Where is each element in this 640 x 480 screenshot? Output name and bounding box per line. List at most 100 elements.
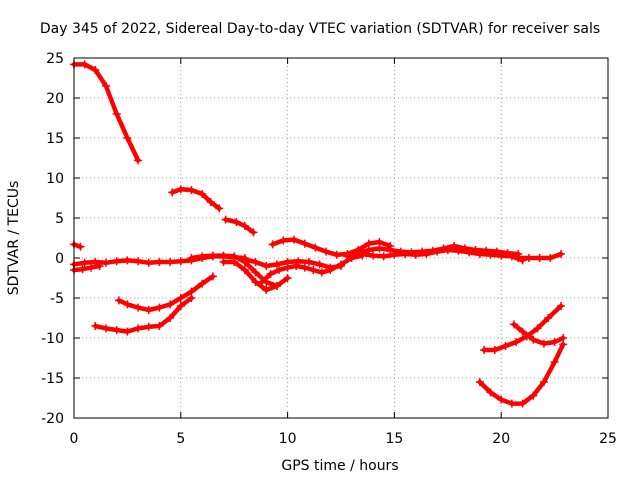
data-point <box>134 257 143 266</box>
data-point <box>524 254 533 262</box>
y-tick-label: 25 <box>46 51 64 67</box>
data-point <box>317 268 326 277</box>
x-tick-label: 0 <box>70 431 79 447</box>
data-point <box>240 255 249 264</box>
data-point <box>401 250 410 258</box>
data-point <box>268 240 277 249</box>
axis-ticks: 0 5 10 15 20 25 25 20 15 10 5 0 -5 -10 -15 -20 <box>41 51 617 447</box>
data-point <box>386 246 395 254</box>
data-point <box>221 215 230 224</box>
data-point <box>465 248 474 257</box>
data-point <box>390 250 399 259</box>
y-tick-label: 5 <box>55 211 64 227</box>
data-point <box>123 256 132 265</box>
data-point <box>144 306 153 314</box>
grid-lines <box>74 58 608 418</box>
data-point <box>219 258 228 266</box>
data-point <box>507 252 516 261</box>
data-point <box>112 257 121 266</box>
data-point <box>411 250 420 259</box>
data-point <box>123 300 132 309</box>
data-point <box>443 246 452 254</box>
data-point <box>240 222 249 230</box>
data-point <box>123 134 132 142</box>
data-point <box>134 324 143 333</box>
x-tick-label: 20 <box>492 431 510 447</box>
data-point <box>80 60 89 69</box>
y-tick-label: -5 <box>50 291 64 307</box>
data-point <box>187 254 196 262</box>
data-point <box>187 294 196 302</box>
data-point <box>300 239 309 248</box>
data-point <box>166 258 175 266</box>
data-point <box>102 82 111 90</box>
y-tick-label: -20 <box>41 411 64 427</box>
series-arc-1 <box>71 62 141 163</box>
data-point <box>518 399 527 408</box>
series-arc-3 <box>223 217 256 235</box>
y-tick-label: 0 <box>55 251 64 267</box>
data-point <box>510 320 519 329</box>
plot-frame <box>73 57 609 419</box>
data-point <box>134 303 143 312</box>
data-point <box>315 260 324 269</box>
data-point <box>155 258 164 266</box>
data-point <box>272 282 281 290</box>
data-point <box>155 303 164 312</box>
data-point <box>251 268 260 277</box>
series-arc-15 <box>116 274 216 313</box>
data-point <box>80 258 89 267</box>
data-point <box>102 258 111 267</box>
data-point <box>364 246 373 254</box>
data-point <box>557 302 566 310</box>
data-point <box>486 250 495 259</box>
data-point <box>78 265 87 274</box>
data-point <box>550 338 559 346</box>
data-point <box>507 399 516 408</box>
data-point <box>518 327 527 336</box>
data-point <box>215 204 224 213</box>
data-point <box>546 254 555 262</box>
data-point <box>114 296 123 305</box>
data-series <box>70 60 568 408</box>
data-point <box>550 358 559 366</box>
data-point <box>187 186 196 194</box>
series-arc-2 <box>170 186 222 211</box>
data-point <box>232 218 241 226</box>
data-point <box>275 266 284 274</box>
data-point <box>290 235 299 244</box>
data-point <box>501 342 510 350</box>
y-axis-label: SDTVAR / TECUs <box>6 181 22 296</box>
data-point <box>166 300 175 309</box>
data-point <box>304 258 313 266</box>
x-axis-label: GPS time / hours <box>281 458 398 474</box>
data-point <box>486 388 495 397</box>
y-tick-label: -15 <box>41 371 64 387</box>
y-tick-label: 20 <box>46 91 64 107</box>
data-point <box>262 286 271 294</box>
data-point <box>322 247 331 256</box>
series-arc-13 <box>360 247 525 263</box>
data-point <box>155 322 164 330</box>
data-point <box>144 258 153 267</box>
data-point <box>176 302 185 310</box>
data-point <box>454 246 463 255</box>
data-point <box>375 244 384 253</box>
data-point <box>379 252 388 261</box>
data-point <box>533 324 542 333</box>
data-point <box>91 322 100 330</box>
data-point <box>91 66 100 74</box>
data-point <box>497 395 506 404</box>
data-point <box>272 260 281 269</box>
data-point <box>535 254 544 262</box>
data-point <box>249 228 258 237</box>
chart-title: Day 345 of 2022, Sidereal Day-to-day VTE… <box>40 21 600 37</box>
data-point <box>480 346 489 354</box>
data-point <box>176 294 185 302</box>
series-arc-10 <box>242 257 344 270</box>
data-point <box>168 188 177 197</box>
data-point <box>539 339 548 348</box>
series-arc-19 <box>477 342 566 406</box>
data-point <box>358 250 367 258</box>
